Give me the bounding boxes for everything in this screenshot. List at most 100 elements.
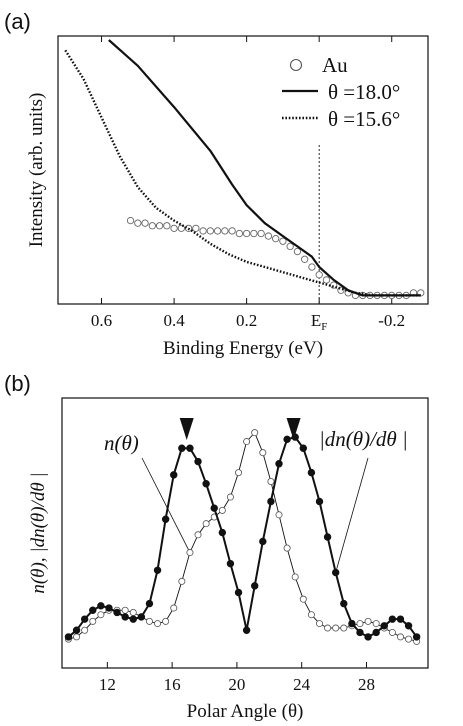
panel-b-xlabel: Polar Angle (θ) [187, 701, 304, 722]
dn-dtheta-point [283, 435, 291, 444]
n-theta-point [307, 611, 315, 619]
dn-dtheta-point [153, 566, 162, 574]
dn-dtheta-point [404, 622, 413, 630]
n-theta-point [259, 449, 267, 457]
n-theta-point [388, 628, 396, 636]
n-theta-point [121, 606, 129, 614]
dn-dtheta-point [307, 468, 316, 477]
legend-theta156-label: θ =15.6° [328, 107, 400, 131]
panel-a-label: (a) [4, 9, 31, 34]
dn-dtheta-point [226, 559, 235, 568]
dn-dtheta-point [364, 633, 372, 641]
b-x-tick-label: 28 [358, 675, 375, 694]
n-theta-point [283, 544, 291, 552]
panel-b: (b) 12 16 20 24 28 n(θ) |dn(θ)/dθ | Polar An… [4, 371, 429, 722]
n-theta-point [275, 511, 283, 519]
panel-a-legend: Au θ =18.0° θ =15.6° [282, 53, 400, 131]
legend-au-marker [289, 58, 303, 72]
n-theta-point [364, 617, 372, 625]
dn-dtheta-point [396, 615, 405, 623]
legend-theta18-label: θ =18.0° [328, 80, 400, 104]
fermi-subscript: F [321, 321, 327, 333]
dn-dtheta-point [340, 599, 348, 608]
au-data-point [235, 229, 244, 238]
n-theta-point [218, 506, 226, 514]
a-x-tick-label: -0.2 [378, 311, 405, 330]
dn-dtheta-point [356, 628, 364, 637]
au-data-point [279, 237, 287, 245]
n-theta-point [73, 633, 81, 641]
dn-dtheta-point [186, 444, 194, 452]
au-data-point [134, 219, 142, 227]
au-data-point [257, 229, 265, 238]
dn-dtheta-point [372, 628, 380, 637]
a-x-tick-label: EF [311, 311, 328, 333]
panel-b-ticks: 12 16 20 24 28 [99, 662, 375, 694]
dn-dtheta-leader-line [335, 457, 369, 573]
au-data-point [170, 224, 178, 232]
n-theta-point [291, 573, 299, 581]
au-data-point [221, 227, 229, 235]
n-theta-point [315, 620, 323, 628]
n-theta-point [372, 620, 380, 628]
n-theta-point [162, 617, 170, 625]
n-theta-point [396, 633, 404, 641]
dn-dtheta-point [121, 613, 129, 621]
a-x-tick-label: 0.2 [236, 311, 257, 330]
au-data-point [286, 242, 294, 251]
au-data-point [308, 263, 316, 271]
a-x-tick-label: 0.6 [91, 311, 112, 330]
dn-dtheta-point [234, 588, 243, 597]
n-theta-point [129, 608, 137, 616]
n-theta-point [267, 477, 275, 485]
dn-dtheta-point [275, 460, 283, 468]
b-x-tick-label: 24 [293, 675, 311, 694]
dn-dtheta-curve [67, 436, 418, 638]
au-data-point [126, 216, 135, 225]
dn-dtheta-point [137, 613, 146, 621]
dn-dtheta-point [380, 622, 388, 630]
n-theta-point [251, 429, 259, 437]
n-theta-point [170, 604, 178, 612]
n-theta-point [332, 624, 340, 632]
n-theta-point [243, 438, 251, 446]
dn-dtheta-point [202, 480, 210, 488]
panel-a-plot-frame [57, 35, 429, 305]
legend-au-label: Au [322, 53, 348, 77]
dn-dtheta-point [89, 606, 97, 614]
au-data-point [199, 227, 207, 235]
panel-b-ylabel: n(θ), |dn(θ)/dθ | [28, 472, 49, 593]
au-data-point [213, 227, 222, 235]
n-theta-point [340, 624, 348, 632]
dn-dtheta-point [129, 615, 137, 623]
b-x-tick-label: 20 [228, 675, 245, 694]
n-theta-point [356, 620, 364, 628]
b-x-tick-label: 16 [164, 675, 181, 694]
dn-dtheta-point [267, 497, 275, 506]
panel-a: (a) 0.6 0.4 0.2 EF -0.2 Au θ =18.0° θ =15.6°… [4, 9, 429, 359]
au-data-point [155, 222, 164, 230]
dn-dtheta-point [145, 599, 154, 608]
panel-b-series [64, 429, 421, 645]
dn-dtheta-point [315, 497, 324, 506]
panel-b-label: (b) [4, 371, 31, 396]
n-theta-point [194, 531, 202, 539]
panel-a-ylabel: Intensity (arb. units) [26, 93, 47, 248]
n-theta-leader-line [141, 457, 191, 553]
n-theta-point [186, 549, 194, 557]
au-data-point [148, 222, 156, 230]
dn-dtheta-point [412, 633, 421, 641]
au-data-point [206, 227, 215, 235]
n-theta-point [154, 620, 162, 628]
dn-dtheta-point [242, 626, 251, 634]
dn-dtheta-point [299, 444, 308, 452]
au-data-point [293, 247, 302, 256]
au-data-point [322, 276, 331, 284]
n-theta-point [89, 617, 97, 625]
n-theta-point [97, 611, 105, 619]
n-theta-point [405, 635, 413, 643]
panel-b-plot-frame [61, 397, 429, 669]
dn-dtheta-point [105, 604, 113, 612]
au-data-point [264, 232, 273, 240]
